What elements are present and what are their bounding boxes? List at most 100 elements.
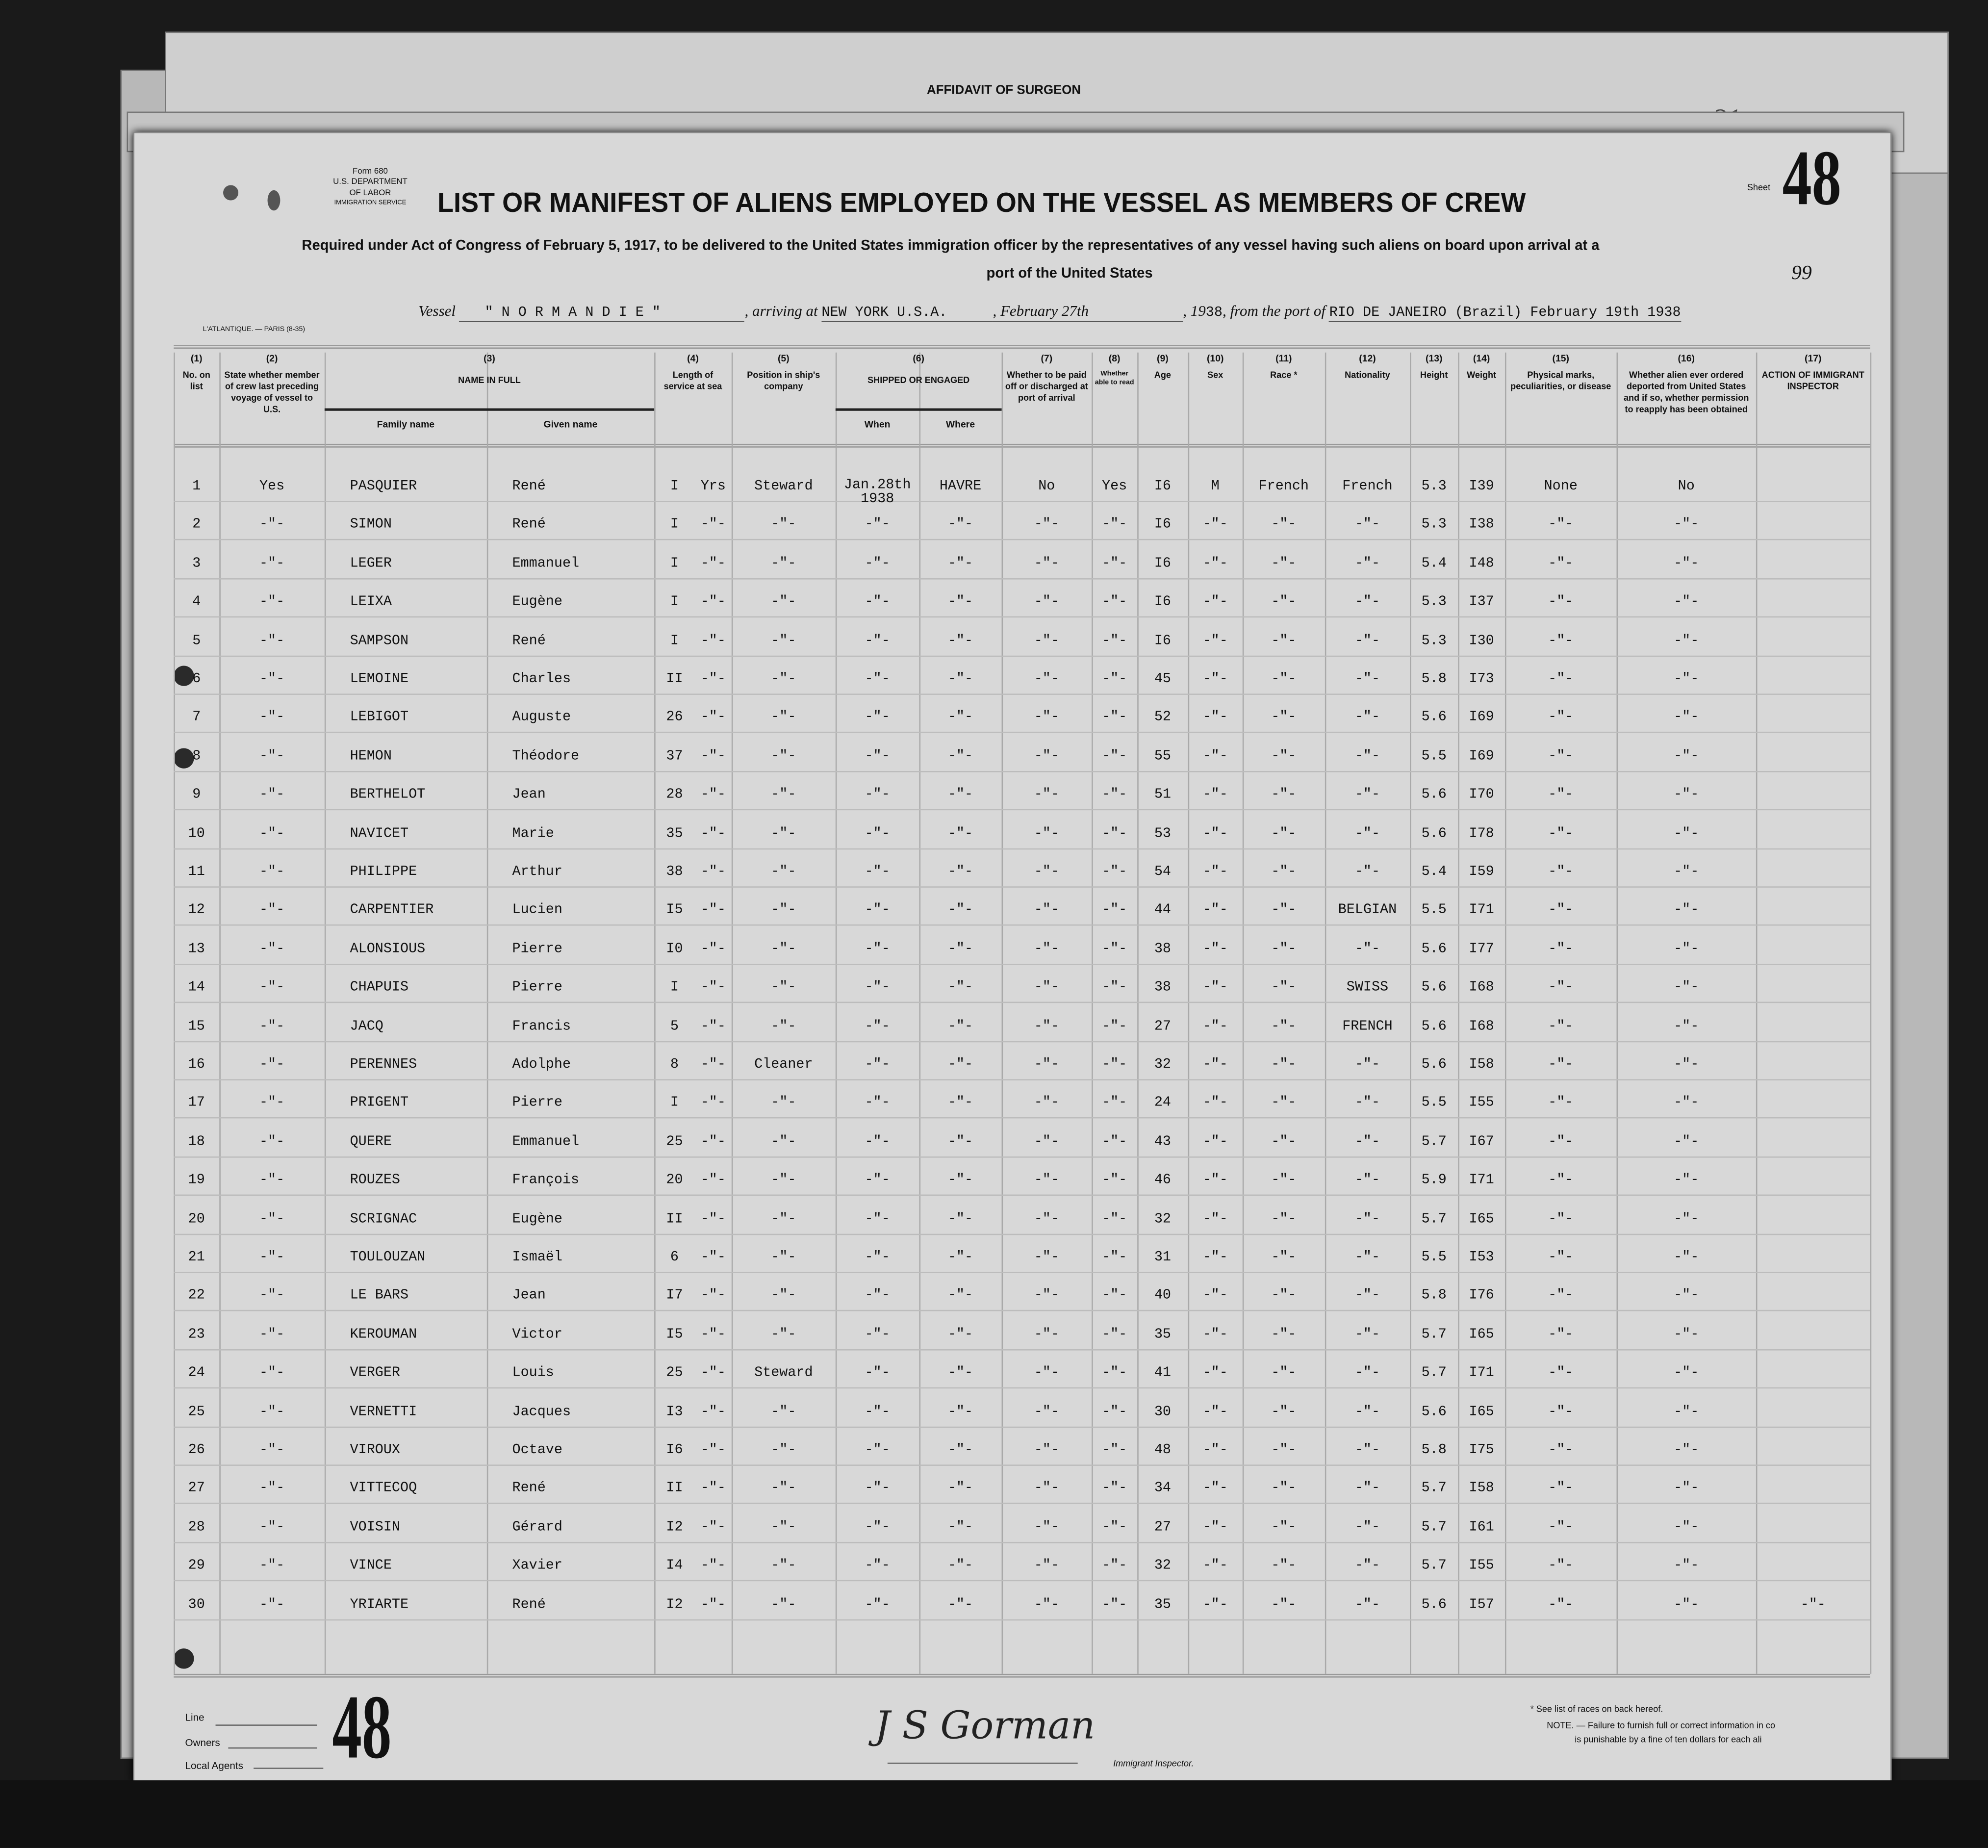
cell-paid-off: -"- xyxy=(1034,903,1059,919)
cell-family-name: LEBIGOT xyxy=(350,710,409,726)
cell-given-name: Jean xyxy=(512,788,546,803)
cell-given-name: Eugène xyxy=(512,595,562,611)
cell-length-unit: -"- xyxy=(700,1443,726,1459)
cell-deported: -"- xyxy=(1674,1481,1699,1497)
cell-when: -"- xyxy=(865,1019,890,1034)
cell-deported: -"- xyxy=(1674,865,1699,880)
cell-when: -"- xyxy=(865,1404,890,1420)
cell-family-name: SAMPSON xyxy=(350,633,409,649)
cell-given-name: Jean xyxy=(512,1288,546,1304)
cell-when: -"- xyxy=(865,942,890,957)
cell-where: -"- xyxy=(947,1288,973,1304)
cell-previous-voyage: -"- xyxy=(259,1327,285,1343)
cell-height: 5.6 xyxy=(1421,788,1447,803)
cell-family-name: VITTECOQ xyxy=(350,1481,417,1497)
row-rule xyxy=(174,1002,1870,1003)
column-header: Whether to be paid off or discharged at … xyxy=(1005,371,1088,404)
cell-length-unit: -"- xyxy=(700,1250,726,1266)
cell-read: -"- xyxy=(1102,595,1127,611)
cell-deported: -"- xyxy=(1674,1096,1699,1111)
cell-age: 38 xyxy=(1154,980,1171,996)
cell-race: -"- xyxy=(1271,1366,1297,1382)
cell-race: -"- xyxy=(1271,633,1297,649)
cell-when: -"- xyxy=(865,1520,890,1536)
inspector-label: Immigrant Inspector. xyxy=(1113,1760,1194,1769)
cell-deported: -"- xyxy=(1674,672,1699,688)
department: U.S. DEPARTMENT OF LABOR xyxy=(333,178,408,198)
cell-age: 45 xyxy=(1154,672,1171,688)
cell-race: -"- xyxy=(1271,826,1297,842)
cell-family-name: BERTHELOT xyxy=(350,788,426,803)
signature-line xyxy=(887,1762,1078,1764)
cell-no: 4 xyxy=(192,595,201,611)
cell-where: -"- xyxy=(947,1443,973,1459)
row-rule xyxy=(174,886,1870,888)
note-label: NOTE. — xyxy=(1547,1722,1585,1731)
cell-when: -"- xyxy=(865,517,890,533)
cell-family-name: VERNETTI xyxy=(350,1404,417,1420)
column-divider xyxy=(1242,352,1244,1674)
cell-paid-off: -"- xyxy=(1034,633,1059,649)
cell-length-unit: -"- xyxy=(700,672,726,688)
cell-length: 6 xyxy=(670,1250,679,1266)
cell-position: -"- xyxy=(771,1327,796,1343)
cell-given-name: Gérard xyxy=(512,1520,562,1536)
row-rule xyxy=(174,1117,1870,1119)
cell-nationality: French xyxy=(1342,479,1393,495)
cell-length: I7 xyxy=(666,1288,683,1304)
cell-previous-voyage: -"- xyxy=(259,1288,285,1304)
cell-read: -"- xyxy=(1102,826,1127,842)
cell-deported: -"- xyxy=(1674,942,1699,957)
cell-deported: -"- xyxy=(1674,1327,1699,1343)
cell-when: -"- xyxy=(865,1250,890,1266)
cell-previous-voyage: -"- xyxy=(259,903,285,919)
cell-race: -"- xyxy=(1271,1211,1297,1227)
cell-weight: I69 xyxy=(1469,710,1494,726)
cell-paid-off: -"- xyxy=(1034,1250,1059,1266)
note-line-2: is punishable by a fine of ten dollars f… xyxy=(1575,1735,1762,1745)
cell-read: -"- xyxy=(1102,1404,1127,1420)
cell-where: -"- xyxy=(947,710,973,726)
cell-no: 17 xyxy=(188,1096,205,1111)
cell-previous-voyage: -"- xyxy=(259,1443,285,1459)
cell-given-name: Adolphe xyxy=(512,1057,571,1073)
cell-no: 3 xyxy=(192,556,201,572)
cell-weight: I65 xyxy=(1469,1211,1494,1227)
cell-when: -"- xyxy=(865,1366,890,1382)
header-divider xyxy=(324,408,655,411)
cell-previous-voyage: -"- xyxy=(259,1559,285,1574)
cell-age: 38 xyxy=(1154,942,1171,957)
cell-length: 25 xyxy=(666,1366,683,1382)
column-header: NAME IN FULL xyxy=(458,376,521,385)
cell-previous-voyage: -"- xyxy=(259,672,285,688)
cell-family-name: YRIARTE xyxy=(350,1597,409,1613)
penalty-note: NOTE. — Failure to furnish full or corre… xyxy=(1547,1721,1775,1747)
column-divider xyxy=(1870,352,1872,1674)
cell-read: -"- xyxy=(1102,1559,1127,1574)
cell-read: -"- xyxy=(1102,633,1127,649)
cell-weight: I69 xyxy=(1469,749,1494,765)
cell-nationality: -"- xyxy=(1354,710,1380,726)
cell-read: -"- xyxy=(1102,1443,1127,1459)
sheet-label: Sheet xyxy=(1747,183,1771,193)
cell-age: 54 xyxy=(1154,865,1171,880)
cell-weight: I58 xyxy=(1469,1481,1494,1497)
cell-race: -"- xyxy=(1271,1404,1297,1420)
cell-no: 13 xyxy=(188,942,205,957)
cell-previous-voyage: -"- xyxy=(259,1481,285,1497)
cell-given-name: Auguste xyxy=(512,710,571,726)
cell-given-name: Marie xyxy=(512,826,554,842)
cell-weight: I55 xyxy=(1469,1096,1494,1111)
cell-family-name: ROUZES xyxy=(350,1173,401,1189)
cell-position: -"- xyxy=(771,788,796,803)
column-divider xyxy=(919,352,921,1674)
cell-given-name: René xyxy=(512,633,546,649)
cell-when: -"- xyxy=(865,903,890,919)
cell-given-name: Xavier xyxy=(512,1559,562,1574)
cell-race: French xyxy=(1258,479,1309,495)
cell-given-name: Francis xyxy=(512,1019,571,1034)
cell-length: I5 xyxy=(666,1327,683,1343)
cell-read: -"- xyxy=(1102,903,1127,919)
cell-nationality: FRENCH xyxy=(1342,1019,1393,1034)
cell-given-name: René xyxy=(512,517,546,533)
